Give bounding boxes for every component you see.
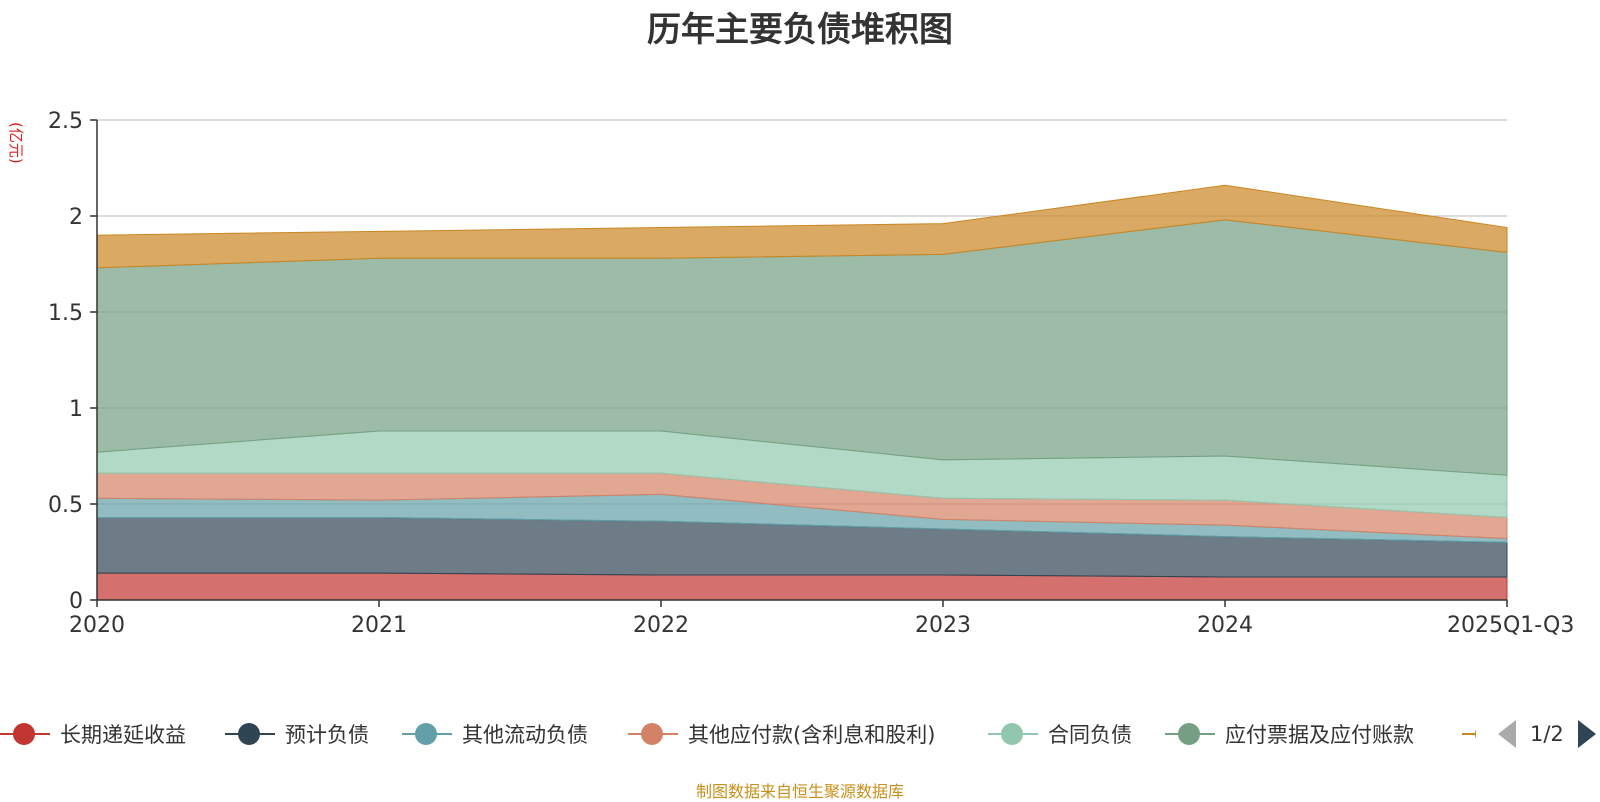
legend-item-contract-liabilities[interactable]: 合同负债 [988,718,1132,750]
legend-item-other-payables[interactable]: 其他应付款(含利息和股利) [628,718,935,750]
area-series-6 [96,184,1508,269]
legend-label: 其他应付款(含利息和股利) [688,723,936,747]
y-tick-label: 2.5 [48,109,83,134]
legend-marker-icon [0,718,50,750]
y-tick-label: 0.5 [48,493,83,518]
legend-item-estimated-liabilities[interactable]: 预计负债 [225,718,369,750]
next-page-icon[interactable] [1577,720,1596,748]
stacked-area-chart: 0 0.5 1 1.5 2 2.5 2020 2021 2022 2023 2024 2025Q1-Q… [48,109,1574,638]
legend-label: 长期递延收益 [60,723,186,747]
legend-item-other-current-liabilities[interactable]: 其他流动负债 [402,718,588,750]
x-tick-label: 2020 [69,613,125,638]
legend-label: 应付票据及应付账款 [1225,723,1414,747]
legend-label: 预计负债 [285,723,369,747]
legend-item-truncated[interactable] [1462,718,1476,750]
legend-label: 合同负债 [1048,723,1132,747]
legend-marker-icon [1462,718,1476,750]
y-axis-unit-label: (亿元) [7,122,25,164]
x-tick-label: 2021 [351,613,407,638]
y-tick-label: 1 [69,397,83,422]
legend-marker-icon [628,718,678,750]
x-tick-label: 2023 [915,613,971,638]
x-tick-label: 2022 [633,613,689,638]
y-tick-label: 2 [69,205,83,230]
legend-page-indicator: 1/2 [1530,722,1564,746]
y-tick-label: 0 [69,589,83,614]
legend: 长期递延收益 预计负债 其他流动负债 其他应付款(含利息和股利) 合同负债 应付… [0,718,1600,750]
legend-marker-icon [402,718,452,750]
legend-item-long-term-deferred-income[interactable]: 长期递延收益 [0,718,186,750]
legend-pager: 1/2 [1498,718,1596,750]
legend-label: 其他流动负债 [462,723,588,747]
legend-marker-icon [988,718,1038,750]
data-source-note: 制图数据来自恒生聚源数据库 [695,782,904,801]
legend-item-notes-and-accounts-payable[interactable]: 应付票据及应付账款 [1165,718,1414,750]
x-tick-label: 2024 [1197,613,1253,638]
legend-marker-icon [1165,718,1215,750]
chart-title: 历年主要负债堆积图 [647,10,953,50]
y-tick-label: 1.5 [48,301,83,326]
legend-marker-icon [225,718,275,750]
prev-page-icon[interactable] [1498,720,1516,748]
x-tick-label: 2025Q1-Q3 [1447,613,1574,638]
